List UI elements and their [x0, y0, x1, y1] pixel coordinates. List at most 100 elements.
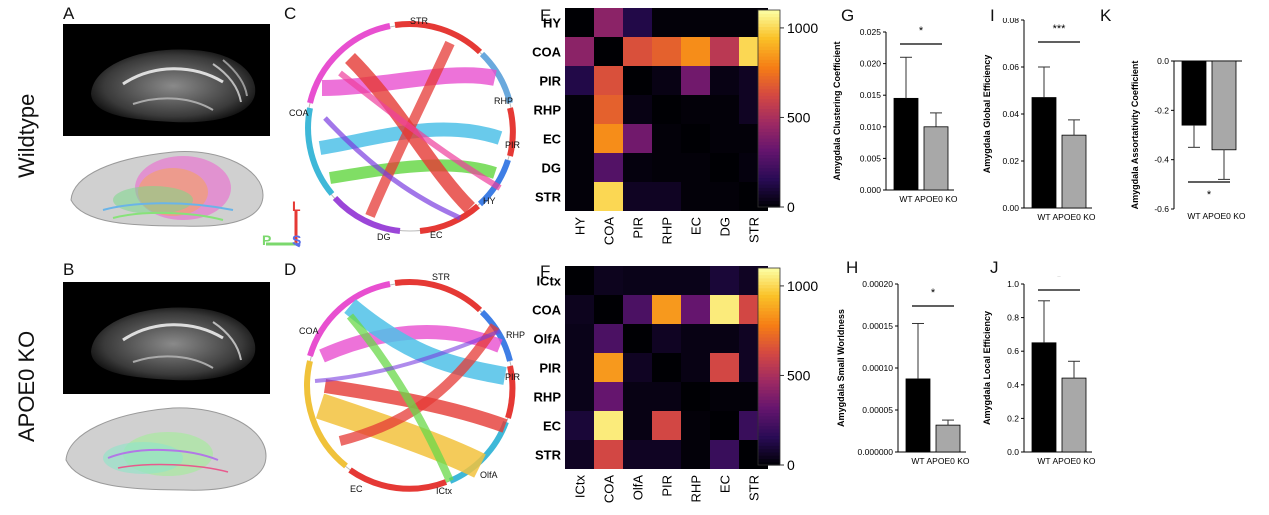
heatmap-f-colorbar-segment [758, 409, 780, 414]
bar-chart-global-efficiency: 0.00 0.02 0.04 0.06 0.08 WT APOE0 KO *** Amygdal… [982, 18, 1096, 222]
panel-letter-g: G [841, 6, 855, 25]
heatmap-f-cell [594, 295, 623, 324]
heatmap-e-cell [623, 124, 652, 153]
heatmap-e-colorbar-segment [758, 82, 780, 87]
heatmap-e-colorbar-segment [758, 65, 780, 70]
heatmap-e-cell [623, 182, 652, 211]
heatmap-e-row-label: DG [542, 161, 562, 176]
heatmap-e-colorbar-segment [758, 85, 780, 90]
heatmap-e-row-label: RHP [534, 103, 562, 118]
heatmap-e-cell [565, 182, 594, 211]
heatmap-f-row-label: RHP [534, 390, 562, 405]
heatmap-e-colorbar-segment [758, 16, 780, 21]
heatmap-f-cell [594, 266, 623, 295]
heatmap-f-colorbar-segment [758, 323, 780, 328]
heatmap-e-colorbar-segment [758, 42, 780, 47]
heatmap-e-row-label: PIR [539, 74, 561, 89]
heatmap-e-cell [623, 37, 652, 66]
heatmap-e-colorbar-segment [758, 174, 780, 179]
heatmap-f-colorbar-segment [758, 405, 780, 410]
panel-letter-b: B [63, 260, 75, 279]
heatmap-f-row-label: OlfA [534, 332, 562, 347]
heatmap-f-col-label: RHP [689, 475, 704, 502]
bar-i-y-tick-label: 0.06 [1002, 62, 1019, 72]
bar-i-y-axis-label: Amygdala Global Efficiency [982, 55, 992, 174]
heatmap-e-row-label: HY [543, 16, 561, 31]
heatmap-f-cell [652, 411, 681, 440]
heatmap-f-cell [623, 411, 652, 440]
heatmap-e-colorbar-segment [758, 193, 780, 198]
heatmap-f-colorbar-segment [758, 353, 780, 358]
heatmap-e-colorbar-tick-label: 0 [787, 199, 795, 215]
heatmap-e-colorbar-segment [758, 141, 780, 146]
heatmap-e-colorbar-frame [757, 9, 781, 208]
bar-g-y-axis-label: Amygdala Clustering Coefficient [832, 41, 842, 180]
bar-j-category-label: WT [1037, 456, 1050, 466]
heatmap-f-colorbar-tick-label: 500 [787, 367, 811, 383]
heatmap-f-colorbar-segment [758, 422, 780, 427]
bar-k-category-label: APOE0 KO [1203, 211, 1246, 221]
bar-k-y-axis-label: Amygdala Assortativity Coefficient [1130, 61, 1140, 210]
heatmap-e-cell [623, 66, 652, 95]
heatmap-e-cell [565, 153, 594, 182]
heatmap-apoe0-ko: ICtx COA OlfA PIR RHP EC STR ICtx COA OlfA PIR RHP E… [532, 266, 818, 504]
heatmap-f-cell [710, 382, 739, 411]
bar-chart-local-efficiency: 0.0 0.2 0.4 0.6 0.8 1.0 WT APOE0 KO * Amygdala Lo… [982, 276, 1096, 466]
heatmap-f-cell [623, 440, 652, 469]
heatmap-f-cell [594, 353, 623, 382]
heatmap-f-cell [623, 266, 652, 295]
bar-j-y-tick-label: 0.4 [1007, 380, 1019, 390]
bar-chart-clustering-coefficient: 0.000 0.005 0.010 0.015 0.020 0.025 WT APOE0 KO… [832, 25, 958, 204]
panel-letter-c: C [284, 4, 297, 23]
heatmap-f-colorbar-segment [758, 277, 780, 282]
chord-d-label-coa: COA [299, 326, 319, 336]
heatmap-f-col-label: STR [747, 475, 762, 501]
heatmap-e-colorbar-segment [758, 157, 780, 162]
tractography-wildtype [63, 140, 270, 235]
axis-label-l: L [292, 198, 301, 214]
heatmap-f-colorbar-segment [758, 294, 780, 299]
orientation-axes-glyph: L P S [258, 198, 308, 250]
heatmap-f-colorbar-segment [758, 366, 780, 371]
bar-j-y-tick-label: 0.2 [1007, 413, 1019, 423]
heatmap-e-colorbar-segment [758, 170, 780, 175]
heatmap-f-col-label: COA [602, 475, 617, 504]
bar-g-significance-label: * [919, 25, 924, 37]
chord-c-label-coa: COA [289, 108, 309, 118]
bar-h-y-tick-label: 0.000000 [858, 447, 894, 457]
heatmap-e-colorbar-segment [758, 131, 780, 136]
row-label-wildtype: Wildtype [14, 93, 39, 178]
heatmap-f-cell [594, 324, 623, 353]
chord-d-label-ec: EC [350, 484, 363, 494]
heatmap-e-colorbar-segment [758, 88, 780, 93]
heatmap-e-colorbar-segment [758, 72, 780, 77]
bar-g-y-tick-label: 0.020 [860, 59, 882, 69]
panel-letter-e: E [540, 6, 552, 25]
heatmap-e-cell [652, 153, 681, 182]
heatmap-e-cell [710, 153, 739, 182]
bar-g-bar-wt [893, 97, 919, 191]
heatmap-f-cell [652, 353, 681, 382]
heatmap-e-colorbar-segment [758, 52, 780, 57]
chord-c-label-dg: DG [377, 232, 391, 242]
heatmap-f-cell [652, 295, 681, 324]
heatmap-f-cell [594, 382, 623, 411]
heatmap-f-colorbar-segment [758, 382, 780, 387]
heatmap-f-colorbar-segment [758, 268, 780, 272]
heatmap-e-colorbar-segment [758, 147, 780, 152]
bar-h-y-tick-label: 0.00005 [862, 405, 893, 415]
bar-g-category-label: WT [899, 194, 912, 204]
heatmap-e-cell [710, 66, 739, 95]
heatmap-f-colorbar-segment [758, 333, 780, 338]
heatmap-e-cell [652, 182, 681, 211]
heatmap-e-colorbar-segment [758, 151, 780, 156]
heatmap-f-colorbar-segment [758, 284, 780, 289]
heatmap-e-colorbar-segment [758, 154, 780, 159]
bar-k-bar-wt [1181, 60, 1207, 126]
heatmap-e-colorbar-segment [758, 118, 780, 123]
bar-i-category-label: APOE0 KO [1053, 212, 1096, 222]
heatmap-f-cell [565, 266, 594, 295]
heatmap-e-colorbar-segment [758, 92, 780, 96]
heatmap-e-colorbar-segment [758, 59, 780, 64]
heatmap-e-colorbar-segment [758, 115, 780, 119]
